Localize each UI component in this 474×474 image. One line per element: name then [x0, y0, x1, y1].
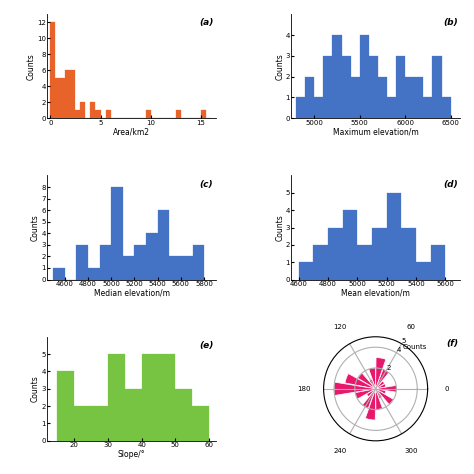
Text: Counts: Counts	[403, 344, 428, 350]
Text: (b): (b)	[443, 18, 458, 27]
Bar	[405, 77, 414, 118]
Bar	[378, 77, 387, 118]
Bar	[299, 262, 313, 280]
Y-axis label: Counts: Counts	[275, 214, 284, 241]
Bar	[372, 228, 387, 280]
Bar	[442, 98, 451, 118]
Text: (d): (d)	[443, 180, 458, 189]
Bar	[416, 262, 430, 280]
Bar	[430, 245, 445, 280]
Bar	[323, 56, 332, 118]
Bar	[175, 389, 192, 441]
Bar	[423, 98, 432, 118]
Bar	[369, 56, 378, 118]
Bar	[65, 70, 71, 118]
Bar	[414, 77, 423, 118]
Bar	[375, 384, 386, 389]
Text: (a): (a)	[199, 18, 213, 27]
Text: (c): (c)	[199, 180, 212, 189]
Bar	[357, 245, 372, 280]
Bar	[369, 368, 375, 389]
Bar	[192, 406, 209, 441]
Bar	[328, 228, 343, 280]
Bar	[55, 78, 60, 118]
Bar	[401, 228, 416, 280]
Y-axis label: Counts: Counts	[31, 375, 40, 402]
Bar	[375, 389, 393, 404]
Y-axis label: Counts: Counts	[31, 214, 40, 241]
Bar	[57, 372, 74, 441]
Bar	[176, 110, 181, 118]
Bar	[375, 389, 386, 394]
Bar	[313, 245, 328, 280]
Text: (f): (f)	[447, 339, 458, 348]
Bar	[108, 354, 125, 441]
Bar	[351, 77, 360, 118]
Bar	[358, 373, 375, 389]
Bar	[71, 70, 75, 118]
Bar	[142, 354, 158, 441]
Bar	[375, 389, 383, 410]
Bar	[106, 110, 110, 118]
Bar	[123, 256, 135, 280]
Bar	[375, 357, 386, 389]
Bar	[332, 35, 341, 118]
Bar	[125, 389, 142, 441]
Bar	[432, 56, 442, 118]
Bar	[95, 110, 100, 118]
Bar	[146, 233, 158, 280]
Bar	[375, 369, 389, 389]
Y-axis label: Counts: Counts	[275, 53, 284, 80]
X-axis label: Median elevation/m: Median elevation/m	[93, 288, 170, 297]
X-axis label: Maximum elevation/m: Maximum elevation/m	[333, 127, 419, 136]
Bar	[360, 35, 369, 118]
Bar	[76, 245, 88, 280]
Bar	[53, 268, 65, 280]
Bar	[365, 389, 375, 420]
Bar	[91, 102, 95, 118]
Bar	[60, 78, 65, 118]
Bar	[91, 406, 108, 441]
Bar	[355, 389, 375, 399]
Bar	[387, 98, 396, 118]
Bar	[375, 381, 384, 389]
Bar	[369, 379, 375, 389]
Bar	[345, 374, 375, 389]
Bar	[314, 98, 323, 118]
Bar	[158, 210, 169, 280]
Bar	[135, 245, 146, 280]
Bar	[100, 245, 111, 280]
Bar	[158, 354, 175, 441]
Bar	[305, 77, 314, 118]
Bar	[75, 110, 81, 118]
Bar	[343, 210, 357, 280]
Bar	[363, 389, 375, 408]
Bar	[334, 382, 375, 395]
Y-axis label: Counts: Counts	[27, 53, 36, 80]
X-axis label: Mean elevation/m: Mean elevation/m	[341, 288, 410, 297]
Bar	[387, 193, 401, 280]
Text: 5: 5	[401, 338, 405, 344]
Bar	[341, 56, 351, 118]
Bar	[367, 389, 375, 397]
Bar	[375, 385, 396, 392]
Bar	[296, 98, 305, 118]
Bar	[146, 110, 151, 118]
Bar	[192, 245, 204, 280]
Bar	[169, 256, 181, 280]
Bar	[81, 102, 85, 118]
Bar	[375, 389, 382, 399]
Bar	[50, 22, 55, 118]
Bar	[181, 256, 192, 280]
Bar	[201, 110, 206, 118]
Bar	[396, 56, 405, 118]
X-axis label: Slope/°: Slope/°	[118, 450, 146, 459]
Bar	[88, 268, 100, 280]
X-axis label: Area/km2: Area/km2	[113, 127, 150, 136]
Text: (e): (e)	[199, 341, 213, 350]
Bar	[74, 406, 91, 441]
Bar	[111, 187, 123, 280]
